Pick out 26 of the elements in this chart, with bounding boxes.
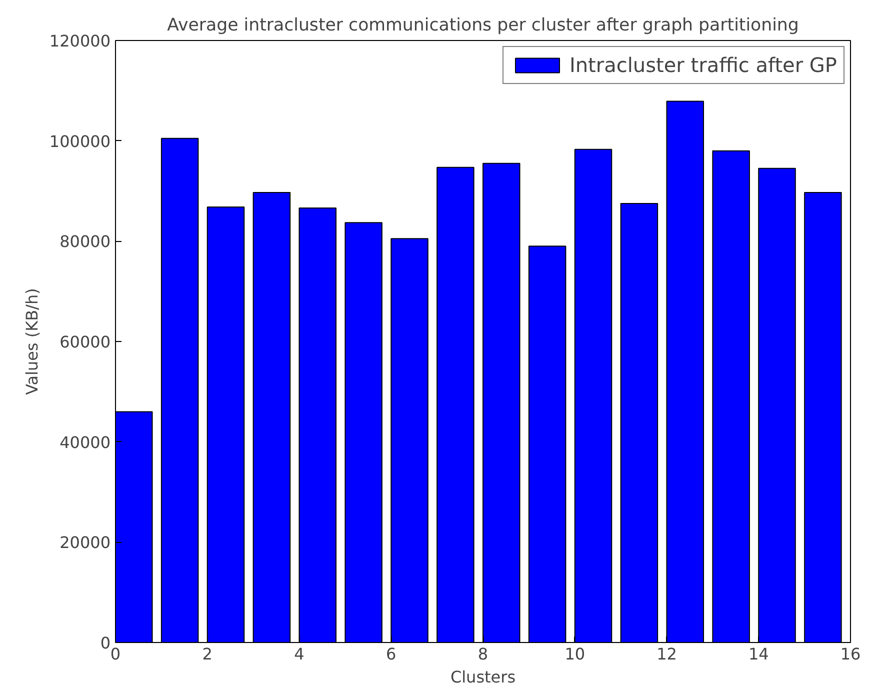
bar [344,222,382,642]
x-tick-label: 8 [478,644,488,664]
bar [712,150,750,642]
y-tick-label: 100000 [49,132,110,151]
x-tick-label: 14 [748,644,769,664]
y-tick-label: 120000 [49,32,110,50]
y-tick-label: 80000 [60,232,111,252]
y-tick-label: 60000 [60,332,111,352]
bar [160,138,199,642]
x-tick-label: 6 [386,644,396,664]
y-tick-label: 40000 [60,432,111,452]
bar [252,192,291,642]
x-tick-label: 12 [656,644,677,664]
y-axis-title: Values (KB/h) [22,288,42,395]
bar [804,192,842,642]
x-tick-label: 2 [202,644,212,664]
x-tick-label: 10 [564,644,586,664]
x-axis-title: Clusters [450,668,516,686]
bar [436,166,474,642]
chart-title: Average intracluster communications per cluster after graph partitioning [167,16,799,36]
x-tick-label: 4 [294,644,304,664]
bar [620,203,658,642]
legend-label: Intracluster traffic after GP [569,53,837,77]
y-tick-label: 20000 [60,533,111,552]
bar [528,246,566,642]
x-tick-label: 16 [840,644,861,664]
